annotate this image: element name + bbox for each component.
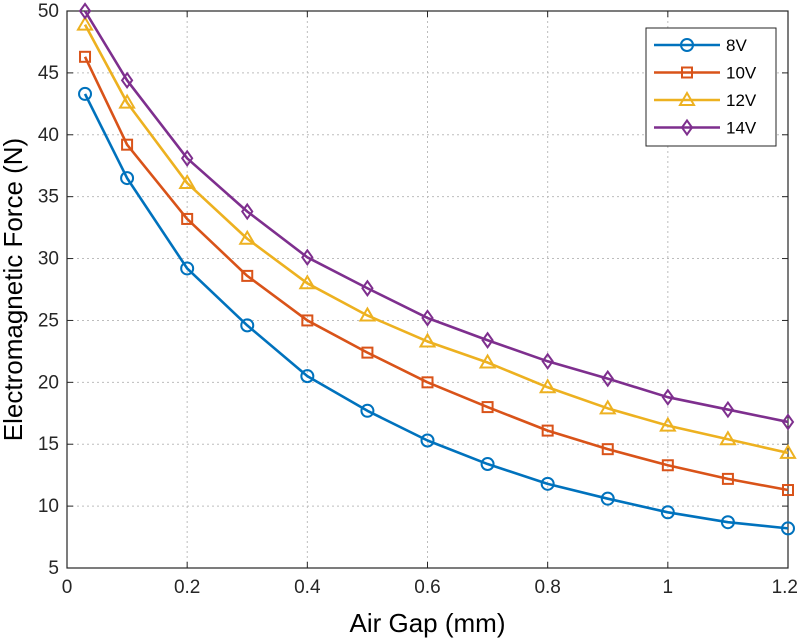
series-layer	[76, 2, 797, 536]
data-point	[240, 318, 255, 333]
series-14v	[78, 2, 795, 431]
data-point	[481, 331, 494, 349]
series-line-14v	[83, 10, 789, 424]
data-point	[78, 2, 92, 20]
x-tick-label: 0.8	[534, 577, 560, 598]
data-point	[181, 212, 194, 225]
data-point	[76, 15, 94, 31]
legend-marker	[678, 91, 696, 106]
data-point	[178, 174, 196, 190]
legend: 8V 10V 12V 14V	[645, 27, 777, 147]
data-point	[480, 457, 495, 472]
data-point	[478, 353, 497, 369]
data-point	[721, 472, 734, 485]
legend-label: 10V	[726, 64, 757, 83]
x-tick-label: 0.2	[174, 577, 200, 598]
data-point	[361, 346, 374, 359]
y-axis-title: Electromagnetic Force (N)	[0, 138, 28, 441]
series-8v	[78, 86, 795, 536]
series-12v	[76, 15, 797, 459]
data-point	[540, 476, 555, 491]
data-point	[358, 306, 377, 322]
y-tick-label: 35	[38, 187, 59, 208]
legend-marker	[681, 66, 693, 79]
legend-marker	[680, 38, 694, 52]
legend-marker	[680, 118, 694, 137]
data-point	[779, 443, 797, 459]
series-10v	[79, 50, 794, 497]
y-tick-label: 10	[38, 496, 59, 517]
data-point	[120, 71, 134, 90]
x-tick-label: 1.2	[772, 577, 798, 598]
data-point	[180, 261, 195, 276]
y-tick-label: 40	[38, 125, 59, 146]
x-tick-label: 0.6	[414, 577, 440, 598]
data-point	[300, 369, 315, 384]
data-point	[720, 515, 735, 530]
y-tick-label: 25	[38, 310, 59, 331]
data-point	[241, 269, 254, 282]
y-tick-label: 45	[38, 63, 59, 84]
data-point	[420, 433, 435, 448]
data-point	[599, 399, 617, 415]
data-point	[301, 314, 314, 327]
series-line-12v	[83, 23, 789, 455]
data-point	[421, 376, 434, 389]
series-line-10v	[83, 56, 789, 492]
y-tick-label: 30	[38, 249, 59, 270]
data-point	[180, 149, 194, 168]
data-point	[781, 413, 795, 431]
y-tick-label: 5	[48, 558, 59, 579]
data-point	[538, 378, 557, 394]
data-point	[481, 401, 494, 414]
y-axis: 5 10 15 20 25 30 35 40 45 50	[38, 1, 788, 579]
data-point	[241, 202, 254, 221]
data-point	[541, 424, 554, 437]
data-point	[238, 229, 256, 245]
data-point	[659, 416, 677, 432]
data-point	[601, 443, 614, 456]
data-point	[118, 93, 136, 109]
x-tick-label: 0.4	[294, 577, 321, 598]
data-point	[781, 521, 795, 536]
data-point	[719, 430, 737, 446]
series-line-8v	[83, 93, 789, 530]
data-point	[421, 309, 434, 327]
data-point	[121, 138, 134, 151]
data-point	[79, 50, 92, 63]
data-point	[418, 332, 437, 348]
x-axis-title: Air Gap (mm)	[350, 608, 506, 638]
x-tick-label: 1	[663, 577, 674, 598]
data-point	[661, 459, 674, 472]
legend-label: 12V	[726, 91, 757, 110]
data-point	[600, 491, 615, 506]
data-point	[541, 352, 554, 371]
legend-label: 14V	[726, 119, 757, 138]
data-point	[361, 279, 374, 297]
y-tick-label: 15	[38, 434, 59, 455]
data-point	[360, 403, 375, 418]
data-point	[78, 86, 93, 101]
data-point	[601, 369, 614, 388]
legend-label: 8V	[726, 36, 747, 55]
data-point	[301, 248, 314, 267]
x-axis: 0 0.2 0.4 0.6 0.8 1 1.2	[62, 11, 798, 598]
data-point	[661, 388, 675, 406]
y-tick-label: 50	[38, 1, 59, 22]
data-point	[120, 171, 135, 186]
x-tick-label: 0	[62, 577, 73, 598]
data-point	[721, 400, 735, 419]
data-point	[660, 505, 675, 520]
data-point	[782, 484, 794, 497]
data-point	[298, 274, 317, 290]
y-tick-label: 20	[38, 372, 59, 393]
